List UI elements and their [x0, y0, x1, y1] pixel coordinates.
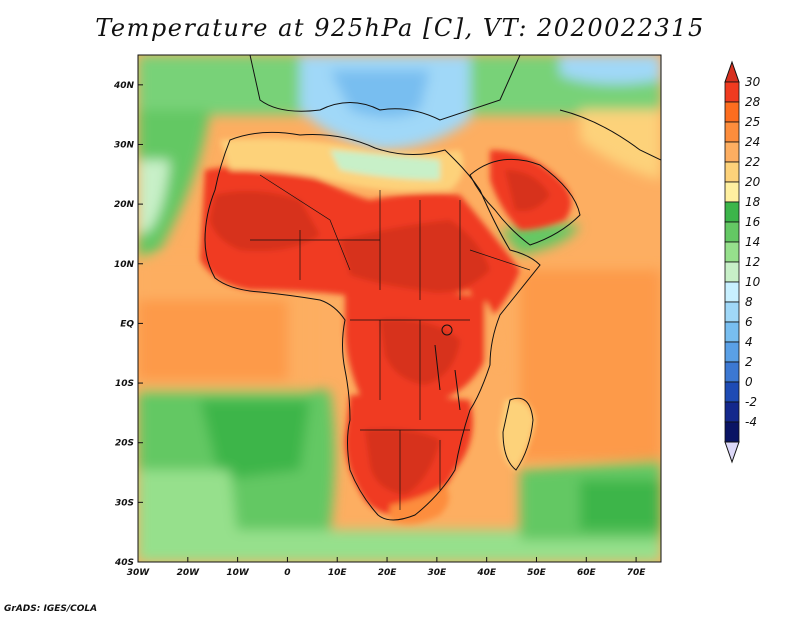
lat-tick-label: EQ — [120, 319, 134, 329]
lat-tick-label: 40N — [113, 81, 135, 91]
colorbar-swatch — [724, 101, 740, 123]
colorbar-swatch — [724, 201, 740, 223]
lon-tick-label: 0 — [284, 568, 290, 578]
lon-tick-label: 30W — [127, 568, 151, 578]
colorbar-label: 25 — [745, 115, 760, 129]
lon-tick-label: 20E — [378, 568, 398, 578]
colorbar-swatch — [724, 421, 740, 443]
temperature-field — [138, 55, 661, 562]
colorbar-swatch — [724, 81, 740, 103]
lon-tick-label: 20W — [177, 568, 201, 578]
colorbar-swatch — [724, 141, 740, 163]
colorbar-label: 24 — [745, 135, 760, 149]
lon-tick-label: 10W — [226, 568, 250, 578]
lon-tick-label: 10E — [328, 568, 348, 578]
lat-tick-label: 10S — [115, 379, 134, 389]
plot-frame — [137, 54, 662, 563]
lon-tick-label: 60E — [577, 568, 597, 578]
colorbar-swatch — [724, 321, 740, 343]
colorbar-label: 18 — [745, 195, 761, 209]
colorbar-label: 4 — [745, 335, 753, 349]
colorbar-swatch — [724, 261, 740, 283]
colorbar-swatch — [724, 361, 740, 383]
colorbar-label: 16 — [745, 215, 761, 229]
colorbar-label: 30 — [745, 75, 761, 89]
axes: 30W 20W 10W 0 10E 20E 30E 40E 50E 60E 70E 40N 30N 20N… — [113, 81, 646, 578]
colorbar-label: 22 — [745, 155, 760, 169]
colorbar-label: -2 — [745, 395, 757, 409]
lat-tick-label: 10N — [114, 260, 135, 270]
lon-tick-label: 30E — [428, 568, 448, 578]
colorbar-label: 28 — [745, 95, 761, 109]
colorbar-swatch — [724, 301, 740, 323]
colorbar-swatch — [724, 241, 740, 263]
colorbar-swatch — [724, 221, 740, 243]
colorbar-swatch — [724, 281, 740, 303]
lat-tick-label: 40S — [114, 558, 134, 568]
colorbar-label: 2 — [745, 355, 753, 369]
colorbar-swatch — [724, 401, 740, 423]
colorbar-label: 20 — [745, 175, 761, 189]
colorbar-swatch — [724, 341, 740, 363]
colorbar-label: 14 — [745, 235, 760, 249]
lat-tick-label: 30N — [114, 140, 135, 150]
colorbar-swatch — [724, 181, 740, 203]
lat-tick-label: 20N — [114, 200, 135, 210]
lat-tick-label: 20S — [115, 439, 134, 449]
colorbar-swatch — [724, 161, 740, 183]
credit-text: GrADS: IGES/COLA — [4, 604, 98, 614]
colorbar-label: 10 — [745, 275, 761, 289]
chart-title: Temperature at 925hPa [C], VT: 202002231… — [95, 14, 705, 42]
colorbar-swatch — [724, 121, 740, 143]
colorbar-label: 6 — [745, 315, 753, 329]
lon-tick-label: 40E — [476, 568, 497, 578]
lon-tick-label: 50E — [527, 568, 547, 578]
colorbar-label: 12 — [745, 255, 760, 269]
colorbar-label: 0 — [745, 375, 753, 389]
lon-tick-label: 70E — [627, 568, 647, 578]
colorbar-label: 8 — [745, 295, 753, 309]
colorbar-swatch — [724, 381, 740, 403]
colorbar-bottom-triangle — [724, 441, 740, 464]
lat-tick-label: 30S — [115, 498, 134, 508]
coastlines — [204, 55, 661, 521]
colorbar-top-triangle — [724, 60, 740, 83]
colorbar-label: -4 — [745, 415, 757, 429]
